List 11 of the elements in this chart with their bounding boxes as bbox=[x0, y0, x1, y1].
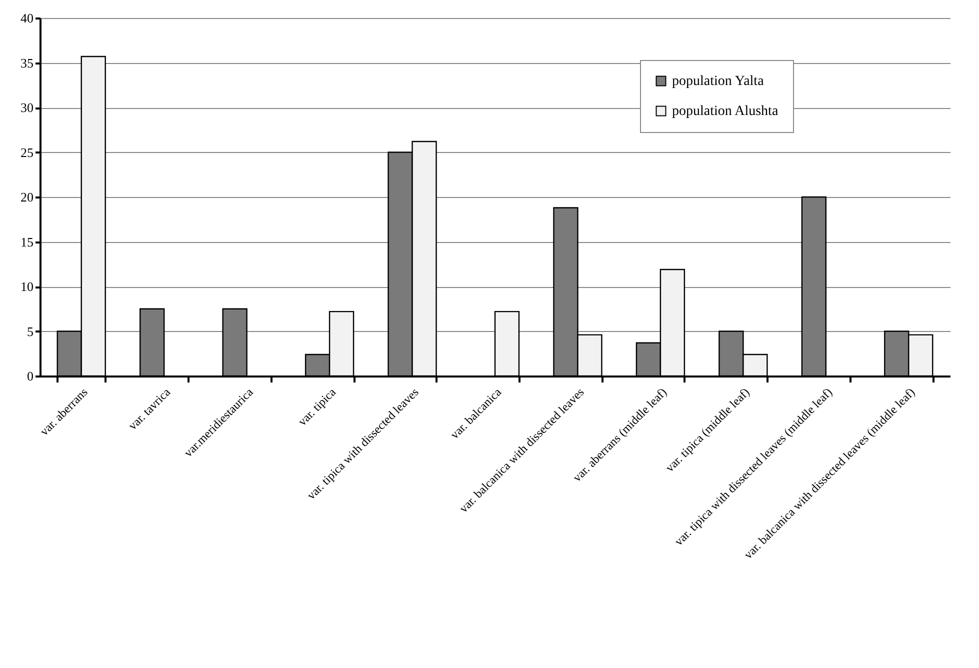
y-tick-label: 15 bbox=[20, 234, 34, 250]
legend-label: population Alushta bbox=[672, 104, 779, 119]
y-tick-label: 40 bbox=[20, 10, 34, 26]
y-tick-label: 30 bbox=[20, 100, 34, 115]
y-tick-label: 20 bbox=[20, 190, 34, 204]
y-tick-label: 10 bbox=[20, 279, 34, 294]
y-tick-label: 25 bbox=[20, 144, 34, 160]
y-tick-label: 35 bbox=[20, 55, 34, 70]
legend-label: population Yalta bbox=[672, 74, 765, 89]
y-tick-label: 0 bbox=[27, 368, 34, 384]
y-tick-label: 5 bbox=[27, 324, 34, 339]
